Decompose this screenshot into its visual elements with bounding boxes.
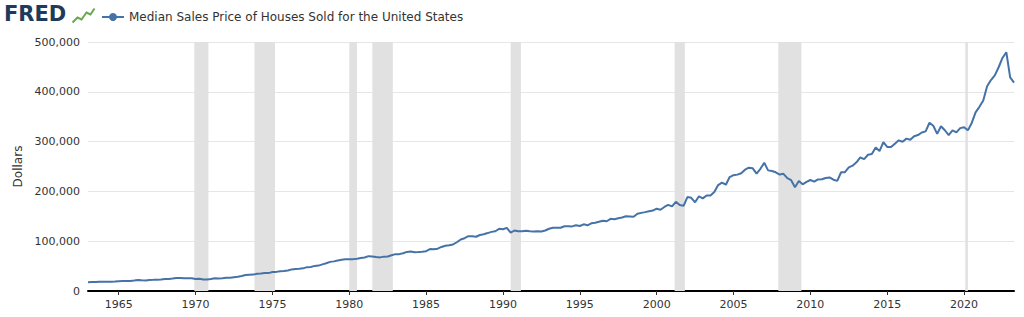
svg-text:2015: 2015 xyxy=(873,298,901,311)
svg-text:300,000: 300,000 xyxy=(35,135,81,148)
svg-text:1975: 1975 xyxy=(258,298,286,311)
svg-text:1995: 1995 xyxy=(566,298,594,311)
svg-text:1970: 1970 xyxy=(182,298,210,311)
svg-text:100,000: 100,000 xyxy=(35,235,81,248)
svg-text:0: 0 xyxy=(73,285,80,298)
svg-text:400,000: 400,000 xyxy=(35,85,81,98)
svg-text:1980: 1980 xyxy=(335,298,363,311)
svg-text:2000: 2000 xyxy=(643,298,671,311)
svg-text:Dollars: Dollars xyxy=(11,146,25,188)
svg-text:500,000: 500,000 xyxy=(35,36,81,49)
svg-text:Median Sales Price of Houses S: Median Sales Price of Houses Sold for th… xyxy=(129,10,463,24)
svg-text:2010: 2010 xyxy=(796,298,824,311)
svg-text:1990: 1990 xyxy=(489,298,517,311)
svg-text:200,000: 200,000 xyxy=(35,185,81,198)
svg-text:FRED: FRED xyxy=(4,2,66,26)
svg-text:1965: 1965 xyxy=(105,298,133,311)
svg-text:2005: 2005 xyxy=(720,298,748,311)
svg-text:1985: 1985 xyxy=(412,298,440,311)
svg-text:2020: 2020 xyxy=(950,298,978,311)
